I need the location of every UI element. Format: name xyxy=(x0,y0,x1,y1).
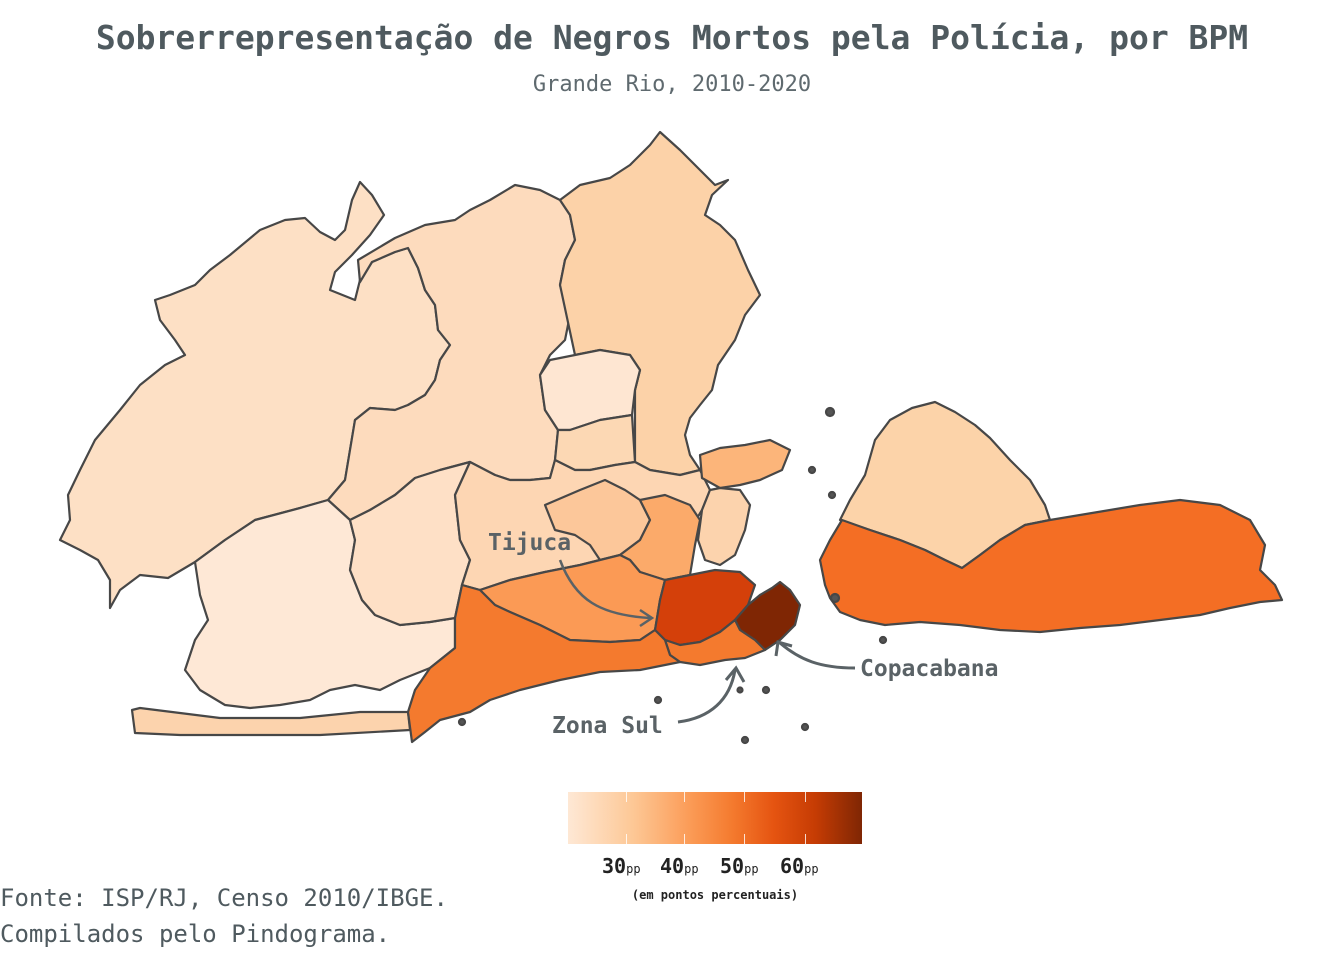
island-6 xyxy=(653,695,663,705)
island-9 xyxy=(827,490,837,500)
legend-note: (em pontos percentuais) xyxy=(631,888,799,902)
callout-tijuca: Tijuca xyxy=(488,530,571,556)
legend-label-60: 60pp xyxy=(780,854,819,878)
tijuca-arrow xyxy=(558,559,651,620)
island-1 xyxy=(829,592,841,604)
region-zona-sul xyxy=(663,618,767,667)
copacabana-arrow xyxy=(779,641,856,670)
map-subtitle: Grande Rio, 2010-2020 xyxy=(532,72,812,97)
choropleth-map: Tijuca Copacabana Zona Sul xyxy=(58,130,1284,745)
source-line-2: Compilados pelo Pindograma. xyxy=(0,920,391,948)
source-line-1: Fonte: ISP/RJ, Censo 2010/IBGE. xyxy=(0,884,448,912)
copacabana-arrowhead xyxy=(774,640,793,657)
zona-sul-arrowhead xyxy=(724,665,746,683)
legend-color-bar xyxy=(568,792,862,844)
callout-copacabana: Copacabana xyxy=(860,656,998,682)
region-coastal-strip xyxy=(130,706,412,737)
legend-labels: 30pp 40pp 50pp 60pp xyxy=(568,854,862,880)
island-11 xyxy=(736,686,744,694)
zona-sul-arrow xyxy=(677,669,737,724)
source-note: Fonte: ISP/RJ, Censo 2010/IBGE. Compilad… xyxy=(0,880,448,952)
island-5 xyxy=(800,722,810,732)
region-east-coast xyxy=(818,498,1284,634)
island-4 xyxy=(740,735,750,745)
island-8 xyxy=(824,406,836,418)
island-2 xyxy=(878,635,888,645)
callout-zona-sul: Zona Sul xyxy=(552,713,663,739)
region-bay-island xyxy=(698,438,792,490)
legend-label-50: 50pp xyxy=(720,854,759,878)
tijuca-arrowhead xyxy=(639,608,655,628)
legend-label-40: 40pp xyxy=(660,854,699,878)
island-7 xyxy=(457,717,467,727)
island-10 xyxy=(807,465,817,475)
island-3 xyxy=(761,685,771,695)
region-bay-north xyxy=(696,486,752,567)
region-south-coast xyxy=(406,583,682,744)
legend-label-30: 30pp xyxy=(602,854,641,878)
color-legend: 30pp 40pp 50pp 60pp (em pontos percentua… xyxy=(568,792,862,902)
map-title: Sobrerrepresentação de Negros Mortos pel… xyxy=(95,18,1249,57)
